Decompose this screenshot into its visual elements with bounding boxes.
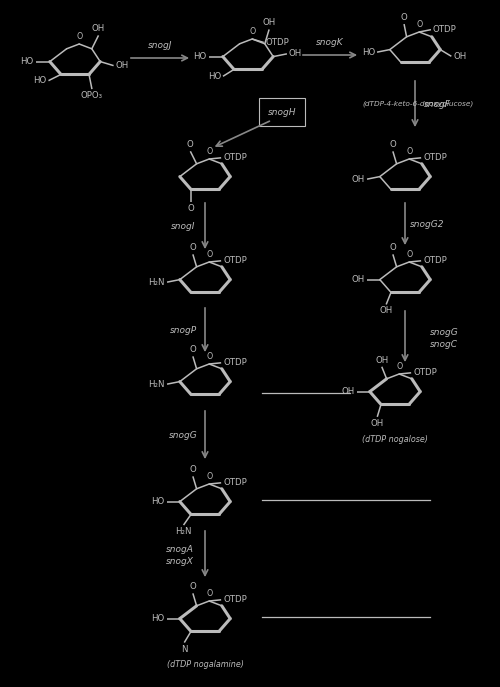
- Text: O: O: [76, 32, 82, 41]
- Text: HO: HO: [208, 71, 221, 81]
- Text: OH: OH: [352, 174, 365, 183]
- Text: HO: HO: [20, 57, 34, 66]
- Text: snogP: snogP: [170, 326, 196, 335]
- Text: snogH: snogH: [268, 107, 296, 117]
- Text: snogK: snogK: [316, 38, 344, 47]
- Text: snogA: snogA: [166, 545, 194, 554]
- Text: snogX: snogX: [166, 557, 194, 567]
- Text: snogJ: snogJ: [148, 41, 172, 50]
- Text: H₂N: H₂N: [148, 380, 165, 389]
- Text: O: O: [206, 147, 212, 156]
- Text: (dTDP nogalose): (dTDP nogalose): [362, 435, 428, 444]
- Text: HO: HO: [194, 52, 207, 61]
- Text: OH: OH: [352, 275, 365, 284]
- Text: O: O: [190, 243, 196, 252]
- Text: HO: HO: [362, 47, 375, 56]
- Text: OH: OH: [342, 387, 355, 396]
- Text: (dTDP nogalamine): (dTDP nogalamine): [166, 660, 244, 669]
- Text: O: O: [206, 589, 212, 598]
- Text: O: O: [249, 27, 256, 36]
- Text: OTDP: OTDP: [223, 359, 247, 368]
- Text: OH: OH: [92, 24, 105, 34]
- Text: OPO₃: OPO₃: [81, 91, 103, 100]
- Text: HO: HO: [152, 614, 165, 623]
- Text: OTDP: OTDP: [423, 153, 447, 162]
- Text: O: O: [400, 13, 407, 22]
- Text: OH: OH: [375, 356, 388, 365]
- Text: snogG: snogG: [168, 431, 198, 440]
- Text: O: O: [406, 250, 412, 259]
- Text: OTDP: OTDP: [223, 478, 247, 487]
- Text: N: N: [181, 644, 188, 653]
- Text: O: O: [206, 352, 212, 361]
- Text: OTDP: OTDP: [413, 368, 437, 377]
- Text: O: O: [190, 583, 196, 592]
- Text: OTDP: OTDP: [423, 256, 447, 265]
- Text: O: O: [190, 346, 196, 354]
- Text: O: O: [188, 205, 194, 214]
- Text: HO: HO: [33, 76, 46, 85]
- Text: OTDP: OTDP: [223, 256, 247, 265]
- Text: OH: OH: [370, 419, 384, 428]
- Text: OH: OH: [262, 19, 276, 27]
- Text: snogG2: snogG2: [410, 220, 444, 229]
- Text: OTDP: OTDP: [266, 38, 289, 47]
- Text: OH: OH: [289, 49, 302, 58]
- Text: snogF: snogF: [424, 100, 450, 109]
- Text: OH: OH: [454, 52, 466, 60]
- Text: O: O: [396, 362, 402, 371]
- Text: snogC: snogC: [430, 339, 458, 348]
- Text: OH: OH: [116, 61, 129, 70]
- Text: HO: HO: [152, 497, 165, 506]
- Text: snogG: snogG: [430, 328, 459, 337]
- Text: O: O: [187, 140, 194, 149]
- Text: H₂N: H₂N: [148, 278, 165, 286]
- Text: O: O: [206, 472, 212, 481]
- Text: O: O: [416, 20, 422, 29]
- Text: H₂N: H₂N: [176, 527, 192, 536]
- Text: OTDP: OTDP: [223, 153, 247, 162]
- Text: O: O: [190, 465, 196, 474]
- Text: O: O: [390, 243, 396, 252]
- Text: O: O: [206, 250, 212, 259]
- Text: OTDP: OTDP: [433, 25, 456, 34]
- Text: (dTDP-4-keto-6-deoxyglucose): (dTDP-4-keto-6-deoxyglucose): [362, 100, 474, 106]
- Text: OH: OH: [380, 306, 393, 315]
- Text: OTDP: OTDP: [223, 596, 247, 605]
- Text: O: O: [390, 140, 396, 149]
- Text: snogI: snogI: [171, 221, 195, 231]
- Text: O: O: [406, 147, 412, 156]
